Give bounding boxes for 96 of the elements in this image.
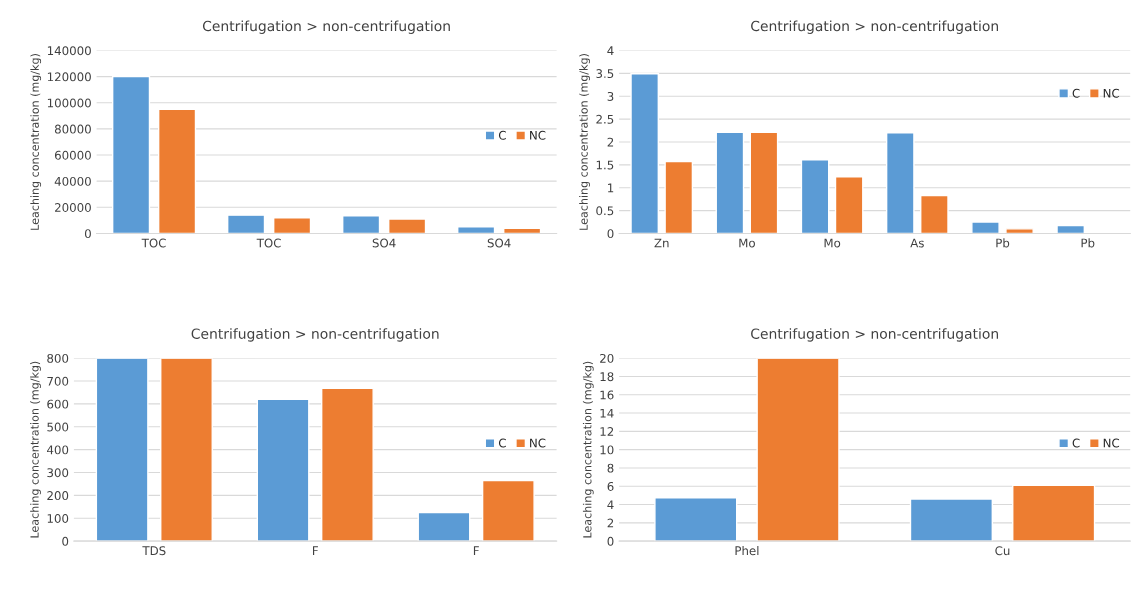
bar xyxy=(664,160,694,234)
y-tick-label: 80000 xyxy=(54,124,91,134)
y-tick-label: 1.5 xyxy=(596,160,614,170)
y-tick-label: 700 xyxy=(47,376,69,386)
y-tick-label: 60000 xyxy=(54,150,91,160)
x-tick-label: TOC xyxy=(141,238,166,248)
y-tick-label: 0 xyxy=(607,536,614,546)
bar xyxy=(157,108,197,234)
legend-label: C xyxy=(498,438,506,448)
bar xyxy=(95,358,149,542)
y-tick-label: 500 xyxy=(47,422,69,432)
x-tick-label: TDS xyxy=(142,546,166,556)
y-tick-label: 200 xyxy=(47,491,69,501)
legend-label: NC xyxy=(530,438,546,448)
bar xyxy=(342,215,381,234)
y-tick-label: 100 xyxy=(47,513,69,523)
x-tick-label: F xyxy=(473,546,479,555)
bar xyxy=(909,498,993,542)
y-axis-title: Leaching concentration (mg/kg) xyxy=(579,54,590,230)
x-tick-label: Mo xyxy=(739,238,755,248)
legend-label: NC xyxy=(530,130,546,140)
bar xyxy=(1056,224,1086,234)
x-tick-label: Pb xyxy=(1081,238,1095,248)
bar xyxy=(756,358,840,542)
bar xyxy=(885,132,915,234)
chart-title: Centrifugation > non-centrifugation xyxy=(191,328,439,342)
y-tick-label: 2 xyxy=(607,137,614,147)
x-tick-label: SO4 xyxy=(487,238,511,248)
y-tick-label: 3.5 xyxy=(596,69,614,79)
x-tick-label: Cu xyxy=(995,546,1010,556)
y-tick-label: 1 xyxy=(608,183,614,193)
y-tick-label: 800 xyxy=(47,353,69,363)
y-tick-label: 14 xyxy=(600,408,614,418)
bar xyxy=(417,511,471,542)
bar xyxy=(630,73,660,234)
y-tick-label: 4 xyxy=(607,500,614,510)
y-tick-label: 10 xyxy=(600,445,614,455)
chart-title: Centrifugation > non-centrifugation xyxy=(202,20,450,34)
y-tick-label: 20000 xyxy=(55,203,91,212)
bar xyxy=(715,131,745,234)
bar xyxy=(111,75,151,234)
legend-label: C xyxy=(1072,438,1080,448)
y-tick-label: 4 xyxy=(607,46,614,55)
y-tick-label: 12 xyxy=(600,427,614,436)
bar xyxy=(1012,484,1096,542)
bar xyxy=(226,214,266,234)
x-tick-label: Zn xyxy=(654,238,669,248)
y-tick-label: 140000 xyxy=(47,46,91,56)
bar xyxy=(320,387,374,542)
bar xyxy=(1005,228,1034,234)
y-tick-label: 8 xyxy=(607,463,614,473)
bar xyxy=(457,226,496,234)
y-tick-label: 16 xyxy=(600,390,614,400)
bar xyxy=(654,496,738,542)
chart-title: Centrifugation > non-centrifugation xyxy=(751,20,998,34)
y-tick-label: 0 xyxy=(607,229,614,239)
y-tick-label: 300 xyxy=(47,468,69,478)
x-tick-label: Mo xyxy=(824,238,841,248)
x-tick-label: F xyxy=(313,546,318,555)
x-tick-label: Pb xyxy=(996,238,1010,248)
bar xyxy=(272,217,312,234)
bar xyxy=(160,358,213,542)
y-tick-label: 0 xyxy=(62,536,69,546)
bar xyxy=(749,131,779,234)
bar xyxy=(388,218,427,234)
legend-label: C xyxy=(498,130,506,140)
x-tick-label: SO4 xyxy=(372,238,396,248)
y-tick-label: 2 xyxy=(607,518,614,528)
y-axis-title: Leaching concentration (mg/kg) xyxy=(582,361,594,538)
y-axis-title: Leaching concentration (mg/kg) xyxy=(30,361,41,538)
chart-title: Centrifugation > non-centrifugation xyxy=(751,328,998,342)
x-tick-label: Phel xyxy=(735,546,759,556)
y-tick-label: 18 xyxy=(600,372,614,382)
bar xyxy=(971,221,1000,234)
bar xyxy=(481,479,535,542)
y-tick-label: 0 xyxy=(84,229,91,239)
bar xyxy=(256,398,310,542)
legend-label: NC xyxy=(1103,88,1120,98)
y-tick-label: 6 xyxy=(607,481,614,491)
y-axis-title: Leaching concentration (mg/kg) xyxy=(30,54,42,230)
y-tick-label: 0.5 xyxy=(596,206,614,216)
legend-label: NC xyxy=(1103,438,1120,448)
y-tick-label: 3 xyxy=(607,91,614,101)
x-tick-label: TOC xyxy=(256,238,281,248)
y-tick-label: 2.5 xyxy=(596,114,614,124)
bar xyxy=(920,194,949,234)
y-tick-label: 100000 xyxy=(47,98,91,108)
y-tick-label: 400 xyxy=(47,445,69,455)
bar xyxy=(834,176,864,234)
y-tick-label: 120000 xyxy=(47,72,91,82)
y-tick-label: 600 xyxy=(47,399,69,409)
x-tick-label: As xyxy=(910,238,924,248)
y-tick-label: 20 xyxy=(600,353,614,363)
bar xyxy=(800,159,830,234)
y-tick-label: 40000 xyxy=(54,176,91,186)
legend-label: C xyxy=(1072,88,1080,98)
